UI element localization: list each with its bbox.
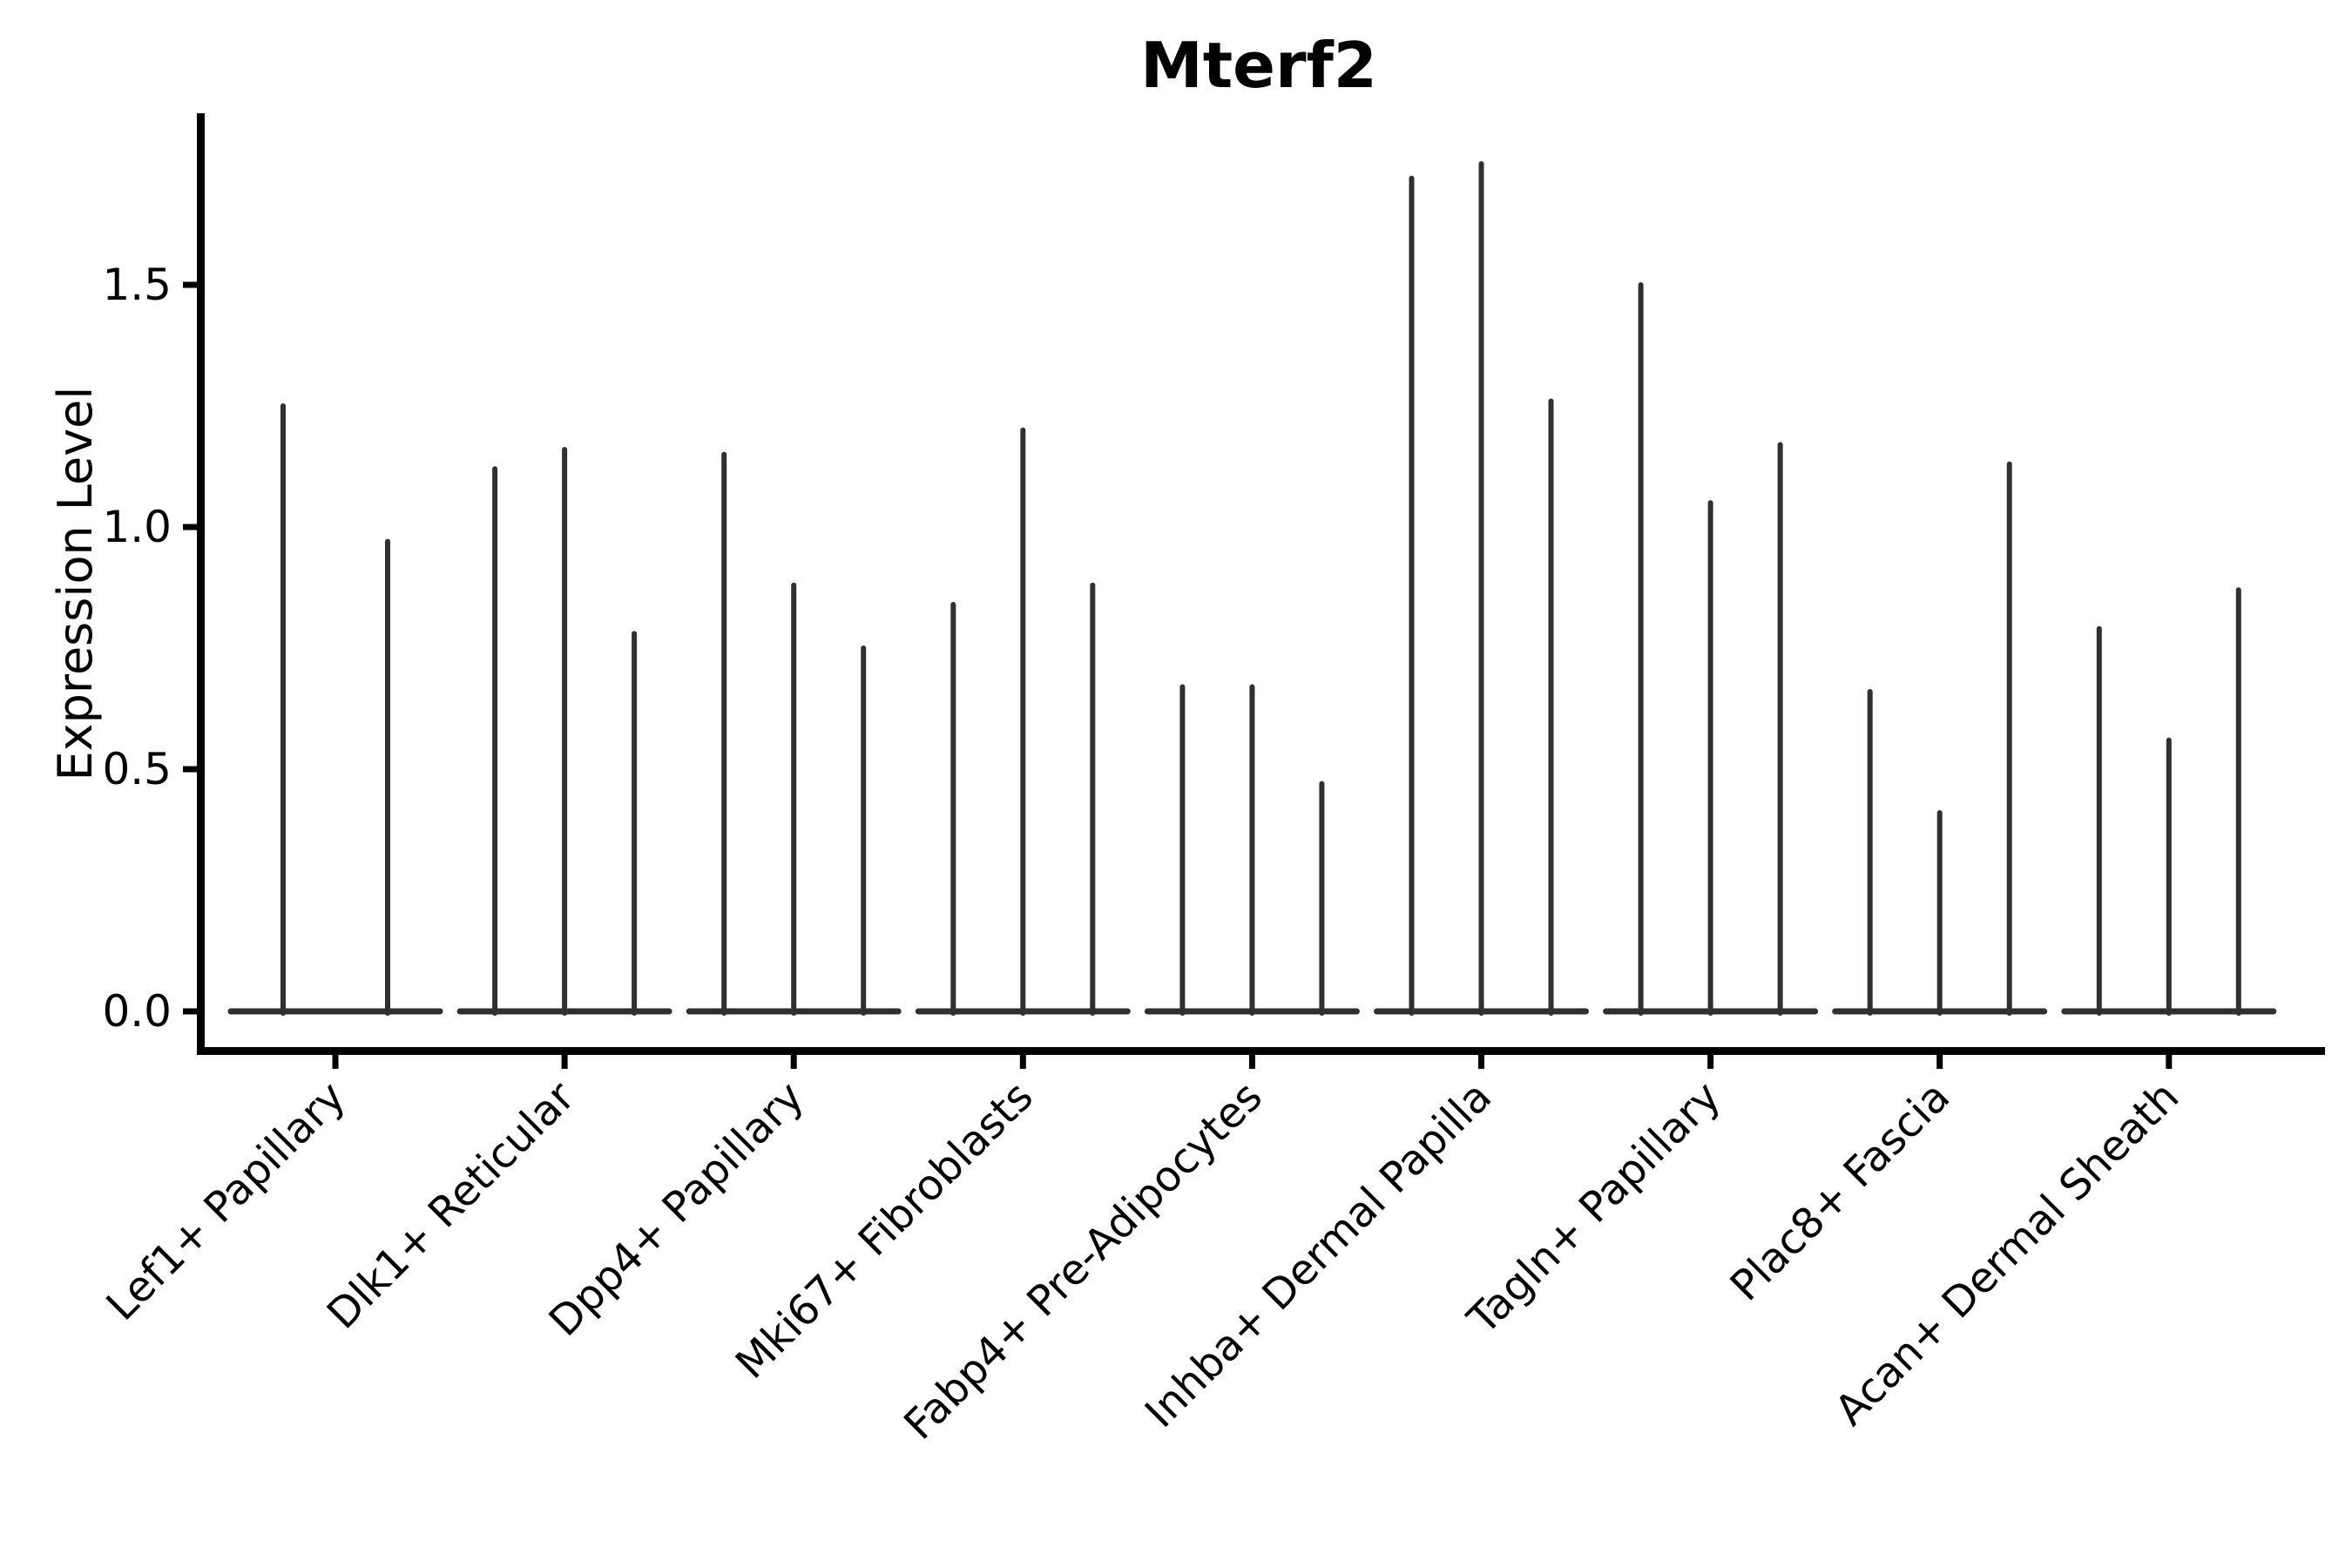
violin-group [456, 447, 672, 1016]
chart-title: Mterf2 [1140, 29, 1377, 102]
y-tick-label: 1.0 [102, 502, 172, 552]
violin-group [1603, 282, 1819, 1016]
violin-group [686, 451, 902, 1016]
x-tick-label: Dlk1+ Reticular [318, 1072, 585, 1339]
violin-group [227, 403, 443, 1016]
x-tick-label: Tagln+ Papillary [1458, 1072, 1730, 1344]
y-tick-label: 0.0 [102, 986, 172, 1037]
violin-group [2061, 587, 2277, 1016]
violin-group [1832, 461, 2048, 1016]
x-tick-label: Lef1+ Papillary [98, 1072, 355, 1330]
violin-group [1144, 684, 1360, 1016]
y-tick-label: 0.5 [102, 744, 172, 794]
violin-group [915, 427, 1131, 1016]
y-axis-label: Expression Level [48, 387, 103, 781]
violin-layer [227, 161, 2277, 1016]
x-tick-label: Dpp4+ Papillary [540, 1072, 814, 1346]
x-tick-label: Plac8+ Fascia [1721, 1072, 1960, 1311]
y-tick-label: 1.5 [102, 260, 172, 310]
violin-group [1374, 161, 1589, 1016]
